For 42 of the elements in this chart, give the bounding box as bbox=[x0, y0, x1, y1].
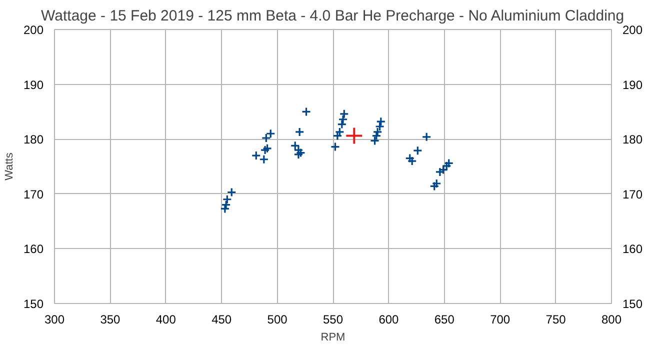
point bbox=[262, 144, 272, 154]
y-tick-label: 150 bbox=[23, 297, 44, 311]
y2-tick-label: 170 bbox=[622, 187, 643, 202]
x-tick-label: 800 bbox=[601, 312, 622, 326]
point bbox=[294, 127, 304, 137]
x-tick-label: 550 bbox=[322, 312, 344, 326]
point bbox=[290, 140, 300, 150]
y-axis-title: Watts bbox=[3, 152, 16, 180]
y-tick-label: 160 bbox=[23, 242, 44, 256]
y2-tick-label: 160 bbox=[622, 242, 643, 256]
point bbox=[345, 126, 364, 145]
point bbox=[332, 131, 342, 141]
x-tick-label: 350 bbox=[100, 312, 121, 326]
x-tick-label: 450 bbox=[212, 312, 232, 326]
point bbox=[422, 132, 432, 142]
y-tick-label: 190 bbox=[23, 78, 44, 92]
y2-tick-label: 150 bbox=[622, 297, 643, 311]
point bbox=[430, 181, 440, 192]
chart-title: Wattage - 15 Feb 2019 - 125 mm Beta - 4.0 Bar He Precharge - No Aluminium Cladding bbox=[41, 8, 624, 24]
x-tick-label: 750 bbox=[546, 312, 566, 326]
x-axis-title: RPM bbox=[320, 332, 346, 344]
x-tick-label: 500 bbox=[267, 312, 288, 326]
x-tick-label: 600 bbox=[378, 312, 400, 326]
point bbox=[259, 154, 269, 164]
point bbox=[412, 146, 422, 156]
y-tick-label: 170 bbox=[23, 187, 44, 202]
y-tick-label: 200 bbox=[23, 23, 44, 37]
y2-tick-label: 180 bbox=[622, 132, 643, 147]
point bbox=[301, 106, 312, 116]
point bbox=[260, 145, 270, 155]
x-tick-label: 650 bbox=[434, 312, 455, 326]
x-tick-label: 400 bbox=[156, 312, 176, 326]
x-tick-label: 300 bbox=[44, 312, 65, 326]
point bbox=[330, 142, 340, 152]
point bbox=[432, 178, 442, 188]
y2-tick-label: 200 bbox=[622, 23, 643, 37]
x-tick-label: 700 bbox=[490, 312, 510, 326]
point bbox=[251, 150, 261, 160]
y2-tick-label: 190 bbox=[622, 78, 643, 92]
y-tick-label: 180 bbox=[23, 132, 44, 147]
point bbox=[405, 153, 415, 164]
point bbox=[407, 156, 417, 166]
